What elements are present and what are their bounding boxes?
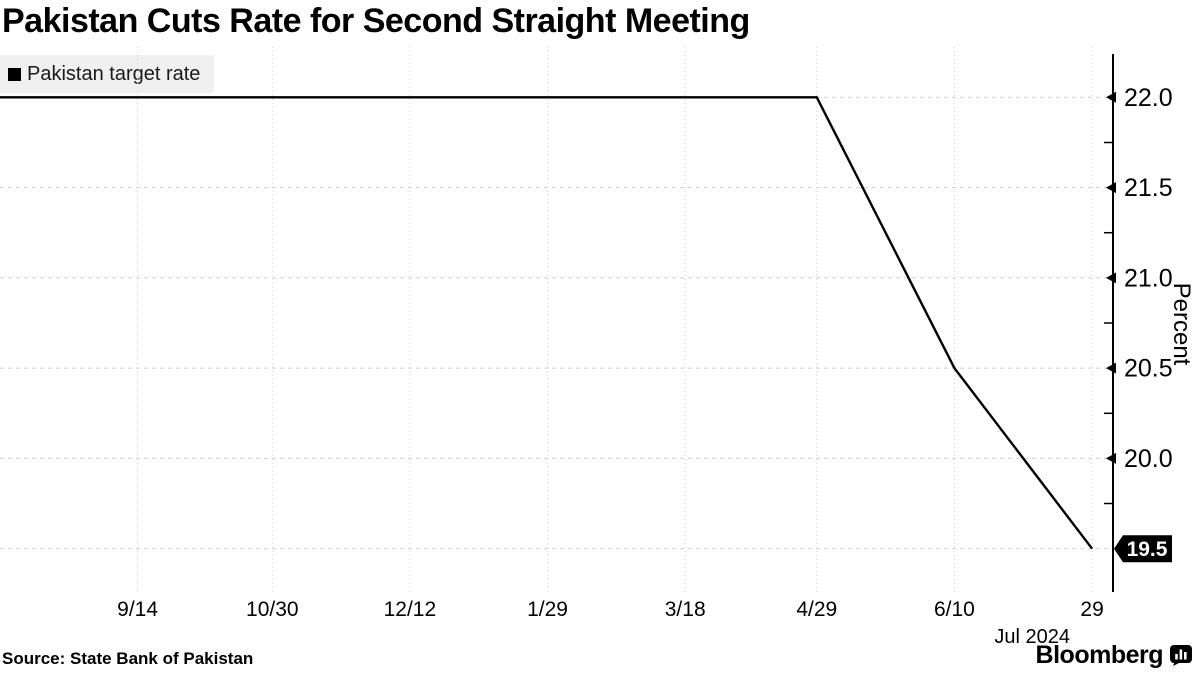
x-tick-label: 12/12 <box>384 598 437 621</box>
x-tick-label: 10/30 <box>246 598 299 621</box>
x-tick-label: 1/29 <box>527 598 568 621</box>
x-tick-label: 3/18 <box>665 598 706 621</box>
x-tick-label: 4/29 <box>796 598 837 621</box>
legend-label: Pakistan target rate <box>27 62 201 85</box>
bloomberg-bug-icon <box>1170 645 1192 666</box>
legend: Pakistan target rate <box>0 55 215 93</box>
rate-line <box>0 96 1094 550</box>
bloomberg-logo: Bloomberg <box>1036 641 1192 670</box>
x-tick-label: 29 <box>1080 598 1103 621</box>
current-value-tag <box>1114 535 1172 563</box>
y-major-tick-arrow <box>1106 452 1116 464</box>
y-tick-label: 21.5 <box>1124 174 1173 202</box>
y-tick-label: 20.5 <box>1124 355 1173 383</box>
source-note: Source: State Bank of Pakistan <box>2 649 254 668</box>
y-major-tick-arrow <box>1106 91 1116 103</box>
y-major-tick-arrow <box>1106 182 1116 194</box>
x-tick-label: 9/14 <box>117 598 158 621</box>
chart-title: Pakistan Cuts Rate for Second Straight M… <box>2 2 750 40</box>
y-major-tick-arrow <box>1106 272 1116 284</box>
y-major-tick-arrow <box>1106 362 1116 374</box>
bloomberg-wordmark: Bloomberg <box>1035 641 1164 669</box>
current-value-label: 19.5 <box>1127 538 1168 561</box>
y-tick-label: 22.0 <box>1124 84 1173 112</box>
y-axis-title: Percent <box>1168 282 1195 366</box>
legend-swatch-icon <box>8 67 21 81</box>
y-tick-label: 21.0 <box>1124 264 1173 292</box>
y-tick-label: 20.0 <box>1124 445 1173 473</box>
x-tick-label: 6/10 <box>934 598 975 621</box>
